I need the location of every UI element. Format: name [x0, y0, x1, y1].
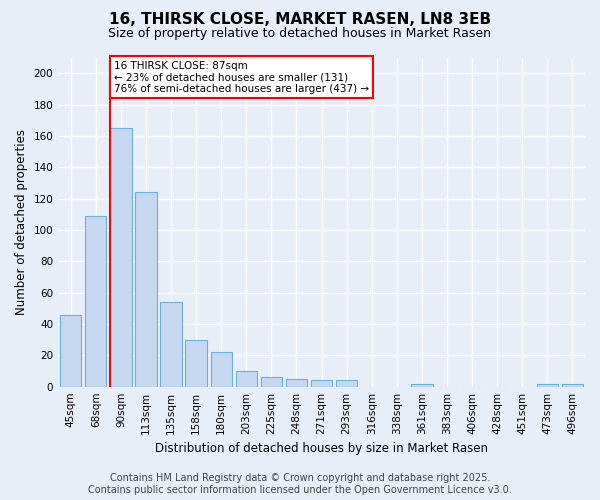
- Text: Contains HM Land Registry data © Crown copyright and database right 2025.
Contai: Contains HM Land Registry data © Crown c…: [88, 474, 512, 495]
- Bar: [286, 379, 307, 386]
- Bar: [311, 380, 332, 386]
- Bar: [236, 371, 257, 386]
- Text: 16, THIRSK CLOSE, MARKET RASEN, LN8 3EB: 16, THIRSK CLOSE, MARKET RASEN, LN8 3EB: [109, 12, 491, 28]
- X-axis label: Distribution of detached houses by size in Market Rasen: Distribution of detached houses by size …: [155, 442, 488, 455]
- Bar: [136, 192, 157, 386]
- Bar: [261, 378, 282, 386]
- Y-axis label: Number of detached properties: Number of detached properties: [15, 129, 28, 315]
- Bar: [537, 384, 558, 386]
- Bar: [411, 384, 433, 386]
- Bar: [110, 128, 131, 386]
- Bar: [185, 340, 207, 386]
- Bar: [211, 352, 232, 386]
- Text: 16 THIRSK CLOSE: 87sqm
← 23% of detached houses are smaller (131)
76% of semi-de: 16 THIRSK CLOSE: 87sqm ← 23% of detached…: [114, 60, 369, 94]
- Bar: [60, 314, 82, 386]
- Bar: [336, 380, 358, 386]
- Text: Size of property relative to detached houses in Market Rasen: Size of property relative to detached ho…: [109, 28, 491, 40]
- Bar: [562, 384, 583, 386]
- Bar: [85, 216, 106, 386]
- Bar: [160, 302, 182, 386]
